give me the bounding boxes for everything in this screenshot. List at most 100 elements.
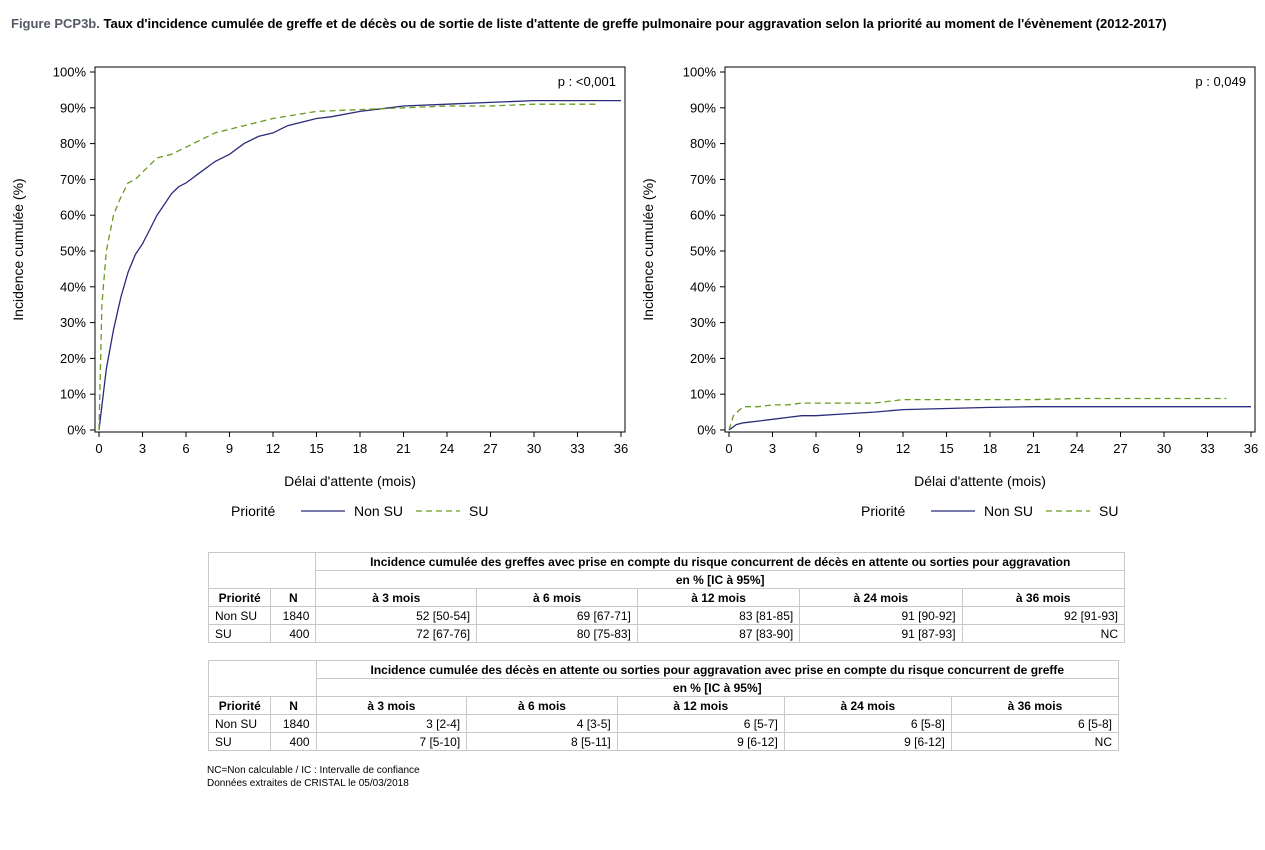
- x-tick-label: 3: [769, 441, 776, 456]
- cell-value: 6 [5-8]: [783, 714, 952, 733]
- cell-value: 92 [91-93]: [961, 606, 1126, 625]
- col-header-priorite: Priorité: [207, 696, 272, 715]
- col-header-6m: à 6 mois: [466, 696, 618, 715]
- col-header-n: N: [270, 588, 317, 607]
- row-label: Non SU: [207, 714, 272, 733]
- y-axis-label: Incidence cumulée (%): [640, 178, 656, 320]
- x-tick-label: 36: [614, 441, 628, 456]
- x-tick-label: 9: [226, 441, 233, 456]
- y-tick-label: 100%: [683, 65, 717, 80]
- y-tick-label: 40%: [60, 279, 86, 294]
- y-tick-label: 0%: [67, 423, 86, 438]
- x-tick-label: 9: [856, 441, 863, 456]
- col-header-24m: à 24 mois: [799, 588, 963, 607]
- x-tick-label: 24: [1070, 441, 1084, 456]
- y-tick-label: 50%: [690, 244, 716, 259]
- series-line-non-su: [98, 99, 621, 431]
- table-row: Non SU 1840 52 [50-54] 69 [67-71] 83 [81…: [207, 606, 1126, 625]
- figure-code: Figure PCP3b.: [11, 16, 100, 31]
- series-line-su: [98, 103, 597, 431]
- y-tick-label: 20%: [690, 351, 716, 366]
- x-tick-label: 27: [1113, 441, 1127, 456]
- col-header-n: N: [270, 696, 317, 715]
- table-title: Incidence cumulée des décès en attente o…: [315, 660, 1120, 679]
- footnote-abbreviations: NC=Non calculable / IC : Intervalle de c…: [207, 765, 420, 776]
- x-tick-label: 36: [1244, 441, 1258, 456]
- cell-value: 87 [83-90]: [636, 624, 801, 643]
- table-corner: [207, 552, 317, 589]
- y-tick-label: 70%: [690, 172, 716, 187]
- y-tick-label: 10%: [690, 387, 716, 402]
- legend-label: SU: [469, 503, 488, 519]
- x-tick-label: 30: [1157, 441, 1171, 456]
- death-incidence-table: Incidence cumulée des décès en attente o…: [207, 660, 1120, 751]
- cell-value: 91 [87-93]: [799, 624, 963, 643]
- x-tick-label: 30: [527, 441, 541, 456]
- plot-frame: [724, 66, 1256, 433]
- row-n: 1840: [270, 714, 317, 733]
- x-tick-label: 12: [896, 441, 910, 456]
- table-subtitle: en % [IC à 95%]: [315, 570, 1125, 589]
- series-line-su: [728, 397, 1227, 431]
- cell-value: 91 [90-92]: [799, 606, 963, 625]
- y-axis-label: Incidence cumulée (%): [10, 178, 26, 320]
- y-tick-label: 60%: [60, 208, 86, 223]
- p-value-annotation: p : <0,001: [558, 74, 616, 89]
- legend-title: Priorité: [861, 503, 906, 519]
- y-tick-label: 80%: [690, 136, 716, 151]
- cell-value: 6 [5-8]: [950, 714, 1120, 733]
- x-axis-label: Délai d'attente (mois): [284, 473, 416, 489]
- legend-title: Priorité: [231, 503, 276, 519]
- row-n: 1840: [270, 606, 317, 625]
- cell-value: 69 [67-71]: [476, 606, 638, 625]
- cell-value: 6 [5-7]: [616, 714, 785, 733]
- x-tick-label: 15: [939, 441, 953, 456]
- footnote-source: Données extraites de CRISTAL le 05/03/20…: [207, 778, 409, 789]
- y-tick-label: 100%: [53, 65, 87, 80]
- table-title: Incidence cumulée des greffes avec prise…: [315, 552, 1125, 571]
- x-tick-label: 21: [1026, 441, 1040, 456]
- table-subtitle: en % [IC à 95%]: [315, 678, 1120, 697]
- table-corner: [208, 660, 317, 697]
- cell-value: 9 [6-12]: [616, 732, 785, 751]
- x-tick-label: 12: [266, 441, 280, 456]
- row-label: Non SU: [207, 606, 272, 625]
- cell-value: 3 [2-4]: [315, 714, 468, 733]
- chart-panel-2: 0%10%20%30%40%50%60%70%80%90%100%0 3 6 9 12 1…: [640, 65, 1258, 520]
- p-value-annotation: p : 0,049: [1195, 74, 1246, 89]
- x-tick-label: 18: [353, 441, 367, 456]
- cell-value: NC: [950, 732, 1120, 751]
- y-tick-label: 30%: [60, 315, 86, 330]
- legend-label: SU: [1099, 503, 1118, 519]
- cell-value: NC: [961, 624, 1126, 643]
- cell-value: 4 [3-5]: [466, 714, 618, 733]
- y-tick-label: 30%: [690, 315, 716, 330]
- x-tick-label: 6: [182, 441, 189, 456]
- cell-value: 7 [5-10]: [315, 732, 468, 751]
- col-header-36m: à 36 mois: [961, 588, 1126, 607]
- graft-incidence-table: Incidence cumulée des greffes avec prise…: [207, 552, 1126, 643]
- col-header-6m: à 6 mois: [476, 588, 638, 607]
- row-label: SU: [207, 732, 272, 751]
- x-tick-label: 18: [983, 441, 997, 456]
- col-header-12m: à 12 mois: [616, 696, 785, 715]
- x-tick-label: 33: [1200, 441, 1214, 456]
- x-tick-label: 0: [725, 441, 732, 456]
- col-header-3m: à 3 mois: [315, 696, 468, 715]
- chart-panel-1: 0%10%20%30%40%50%60%70%80%90%100%0 3 6 9 12 1…: [10, 65, 628, 520]
- x-tick-label: 24: [440, 441, 454, 456]
- row-n: 400: [270, 732, 317, 751]
- y-tick-label: 90%: [60, 100, 86, 115]
- y-tick-label: 50%: [60, 244, 86, 259]
- table-row: SU 400 72 [67-76] 80 [75-83] 87 [83-90] …: [207, 624, 1126, 643]
- col-header-24m: à 24 mois: [783, 696, 952, 715]
- col-header-3m: à 3 mois: [315, 588, 478, 607]
- figure-title-text: Taux d'incidence cumulée de greffe et de…: [103, 16, 1167, 31]
- x-tick-label: 27: [483, 441, 497, 456]
- row-n: 400: [270, 624, 317, 643]
- x-axis-label: Délai d'attente (mois): [914, 473, 1046, 489]
- legend-label: Non SU: [354, 503, 403, 519]
- legend-label: Non SU: [984, 503, 1033, 519]
- y-tick-label: 10%: [60, 387, 86, 402]
- table-row: SU 400 7 [5-10] 8 [5-11] 9 [6-12] 9 [6-1…: [207, 732, 1120, 751]
